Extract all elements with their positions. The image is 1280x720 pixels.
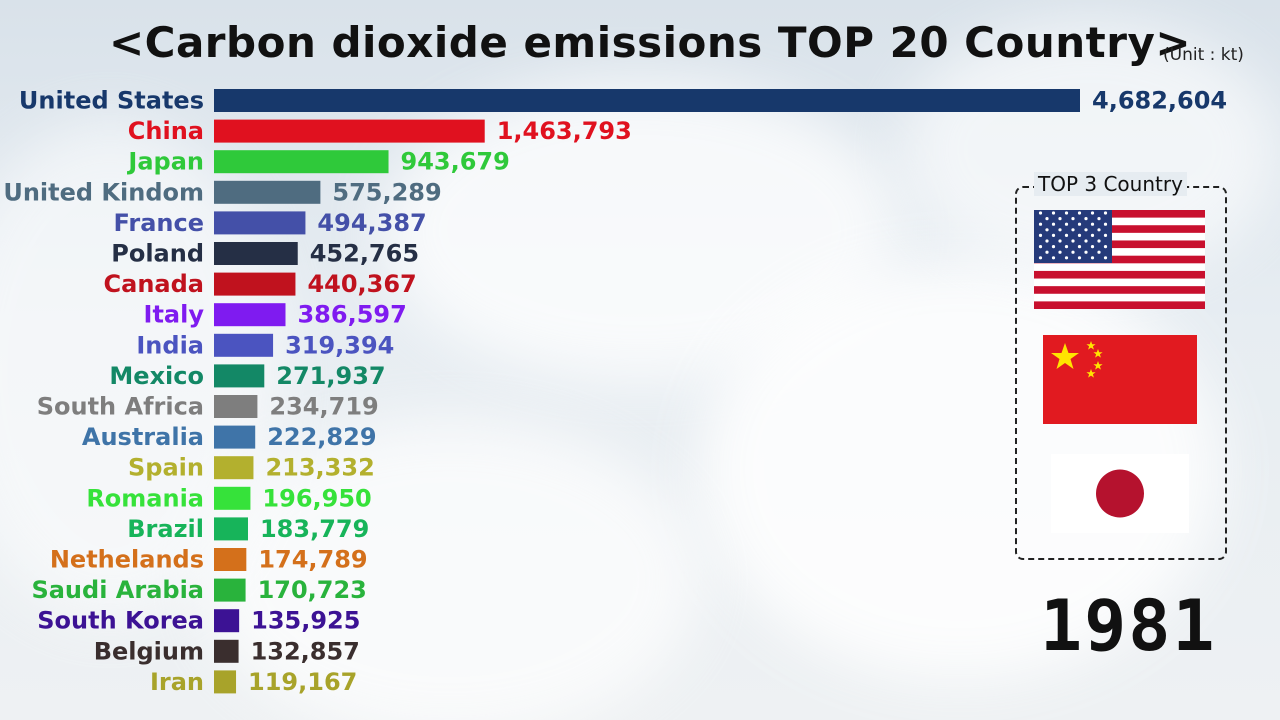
bar-15 bbox=[214, 548, 247, 571]
category-label: India bbox=[136, 331, 204, 359]
us-flag-icon bbox=[1034, 210, 1205, 309]
bar-9 bbox=[214, 364, 265, 388]
value-label: 213,332 bbox=[265, 454, 374, 482]
value-label: 494,387 bbox=[317, 209, 426, 237]
value-label: 135,925 bbox=[251, 607, 360, 635]
unit-label: (Unit : kt) bbox=[1163, 45, 1244, 65]
bar-5 bbox=[214, 242, 298, 265]
bar-0 bbox=[214, 89, 1080, 112]
category-label: Japan bbox=[126, 148, 204, 176]
category-label: Romania bbox=[86, 484, 204, 512]
category-label: Saudi Arabia bbox=[31, 576, 204, 604]
top3-title: TOP 3 Country bbox=[1034, 172, 1187, 196]
bar-10 bbox=[214, 395, 258, 418]
chart-title: <Carbon dioxide emissions TOP 20 Country… bbox=[108, 18, 1192, 67]
category-label: Belgium bbox=[94, 637, 204, 665]
category-label: South Korea bbox=[37, 607, 204, 635]
value-label: 170,723 bbox=[258, 576, 367, 604]
bar-16 bbox=[214, 578, 246, 602]
category-label: Nethelands bbox=[50, 546, 204, 574]
value-label: 271,937 bbox=[276, 362, 385, 390]
value-label: 386,597 bbox=[297, 301, 406, 329]
value-label: 183,779 bbox=[260, 515, 369, 543]
value-label: 119,167 bbox=[248, 668, 357, 696]
bar-13 bbox=[214, 486, 251, 510]
value-label: 575,289 bbox=[332, 178, 441, 206]
category-label: Italy bbox=[144, 301, 205, 329]
bar-6 bbox=[214, 272, 296, 296]
category-label: Iran bbox=[150, 668, 204, 696]
bar-12 bbox=[214, 456, 254, 480]
value-label: 943,679 bbox=[401, 148, 510, 176]
value-label: 1,463,793 bbox=[497, 117, 632, 145]
value-label: 440,367 bbox=[307, 270, 416, 298]
value-label: 174,789 bbox=[258, 546, 367, 574]
bar-4 bbox=[214, 211, 306, 235]
category-label: Mexico bbox=[109, 362, 204, 390]
bar-2 bbox=[214, 150, 389, 174]
bar-7 bbox=[214, 303, 286, 327]
category-label: Spain bbox=[128, 454, 204, 482]
bar-18 bbox=[214, 639, 239, 663]
value-label: 234,719 bbox=[269, 393, 378, 421]
bar-11 bbox=[214, 425, 256, 449]
bar-8 bbox=[214, 333, 274, 357]
bar-14 bbox=[214, 517, 248, 541]
value-label: 319,394 bbox=[285, 331, 394, 359]
value-label: 132,857 bbox=[251, 637, 360, 665]
category-label: Poland bbox=[111, 240, 204, 268]
category-label: Brazil bbox=[127, 515, 204, 543]
value-label: 4,682,604 bbox=[1092, 87, 1227, 115]
value-label: 452,765 bbox=[310, 240, 419, 268]
bar-19 bbox=[214, 670, 237, 694]
bar-3 bbox=[214, 180, 321, 204]
japan-flag-icon bbox=[1051, 454, 1189, 533]
category-label: United States bbox=[19, 87, 204, 115]
value-label: 196,950 bbox=[262, 484, 371, 512]
category-label: South Africa bbox=[37, 393, 204, 421]
year-label: 1981 bbox=[1040, 585, 1217, 667]
china-flag-icon bbox=[1043, 335, 1197, 424]
value-label: 222,829 bbox=[267, 423, 376, 451]
category-label: United Kindom bbox=[3, 178, 204, 206]
category-label: France bbox=[114, 209, 204, 237]
category-label: Australia bbox=[82, 423, 204, 451]
bar-1 bbox=[214, 119, 485, 143]
bar-17 bbox=[214, 609, 240, 633]
category-label: Canada bbox=[104, 270, 204, 298]
category-label: China bbox=[128, 117, 204, 145]
